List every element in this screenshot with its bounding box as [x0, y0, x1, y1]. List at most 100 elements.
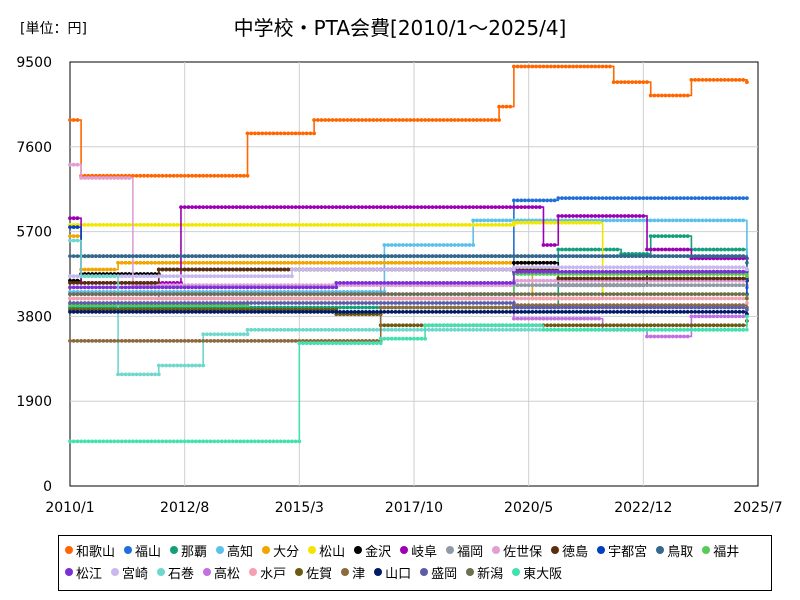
data-point [711, 305, 716, 310]
data-point [164, 339, 169, 343]
data-point [552, 296, 557, 301]
data-point [349, 305, 353, 310]
data-point [97, 439, 102, 444]
legend-marker [492, 546, 501, 554]
data-point [741, 327, 746, 332]
data-point [685, 93, 690, 98]
data-point [475, 118, 479, 122]
data-point [404, 205, 409, 210]
data-point [341, 223, 346, 227]
data-point [304, 341, 309, 346]
data-point [426, 292, 431, 296]
data-point [574, 283, 579, 288]
data-point [330, 285, 335, 290]
data-point [486, 254, 490, 258]
legend-item: 和歌山 [65, 539, 115, 561]
data-point [700, 78, 705, 82]
data-point [271, 205, 276, 210]
data-point [730, 327, 734, 332]
data-point [645, 80, 649, 84]
data-point [278, 301, 283, 305]
data-point [523, 316, 527, 321]
data-point [79, 339, 83, 343]
data-point [611, 276, 616, 281]
data-point [68, 225, 72, 230]
data-point [715, 292, 720, 296]
data-point [216, 274, 220, 279]
data-point [308, 341, 313, 346]
data-point [696, 254, 701, 258]
data-point [223, 274, 228, 279]
data-point [541, 292, 546, 296]
data-point [426, 301, 431, 305]
data-point [674, 276, 679, 281]
data-point [82, 281, 87, 285]
data-point [267, 205, 272, 210]
data-point [659, 254, 664, 258]
data-point [153, 260, 158, 265]
data-point [537, 327, 542, 332]
data-point [597, 316, 601, 321]
data-point [364, 118, 368, 122]
data-point [508, 310, 513, 314]
data-point [659, 334, 664, 339]
data-point [526, 316, 531, 321]
data-point [549, 254, 553, 258]
legend-label: 山口 [385, 566, 412, 582]
data-point [371, 341, 376, 346]
data-point [415, 243, 420, 247]
legend-marker [216, 546, 225, 554]
data-point [689, 269, 694, 274]
data-point [608, 64, 612, 69]
data-point [149, 439, 154, 444]
data-point [552, 310, 557, 314]
data-point [549, 220, 553, 225]
data-point [445, 118, 450, 122]
data-point [574, 265, 579, 270]
data-point [138, 439, 143, 444]
legend-label: 那覇 [181, 544, 208, 560]
data-point [471, 205, 476, 210]
data-point [545, 265, 550, 270]
data-point [149, 254, 154, 258]
data-point [168, 260, 172, 265]
data-point [663, 334, 668, 339]
data-point [471, 323, 476, 328]
data-point [497, 305, 501, 310]
data-point [119, 296, 124, 301]
data-point [323, 301, 328, 305]
data-point [671, 305, 675, 310]
data-point [730, 265, 734, 270]
data-point [349, 281, 353, 285]
data-point [153, 292, 158, 296]
data-point [733, 265, 738, 270]
data-point [637, 310, 642, 314]
data-point [260, 254, 265, 258]
legend-label: 松山 [319, 544, 346, 560]
data-point [108, 254, 113, 258]
data-point [234, 292, 239, 296]
data-point [574, 196, 579, 201]
data-point [297, 205, 302, 210]
data-point [508, 267, 513, 272]
data-point [722, 269, 727, 274]
data-point [245, 327, 250, 332]
data-point [552, 327, 557, 332]
data-point [578, 292, 583, 296]
data-point [86, 223, 91, 227]
data-point [327, 118, 331, 122]
data-point [286, 327, 291, 332]
data-point [693, 247, 697, 252]
data-point [256, 439, 261, 444]
data-point [545, 310, 550, 314]
data-point [552, 292, 557, 296]
data-point [301, 341, 305, 346]
data-point [659, 305, 664, 310]
data-point [663, 305, 668, 310]
data-point [556, 316, 561, 321]
data-point [711, 218, 716, 223]
data-point [523, 292, 527, 296]
data-point [700, 254, 705, 258]
data-point [378, 296, 383, 301]
data-point [500, 254, 505, 258]
